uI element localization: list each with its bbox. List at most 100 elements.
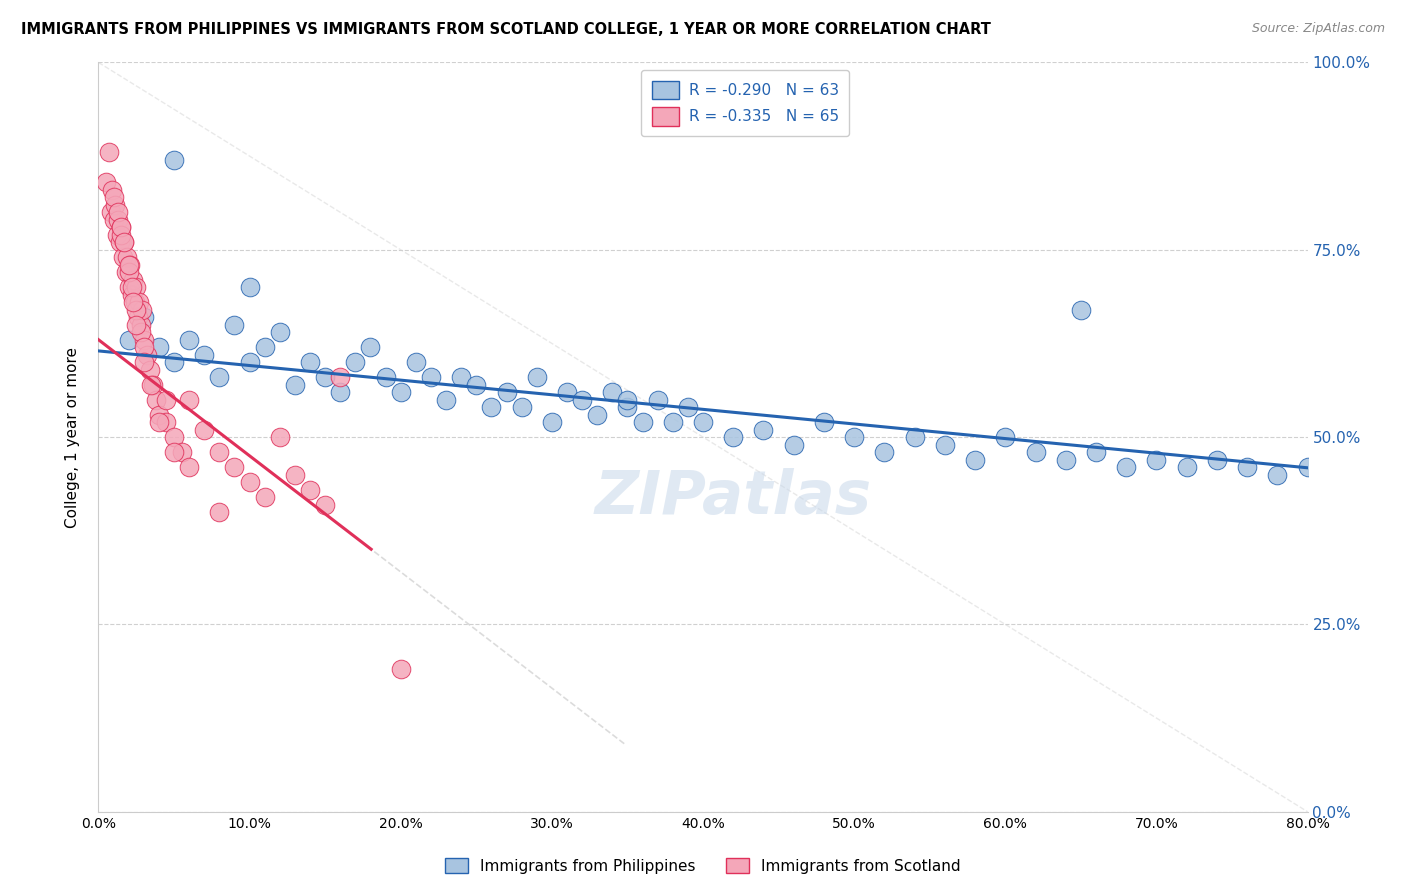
Point — [239, 355, 262, 369]
Point — [1296, 460, 1319, 475]
Point — [132, 340, 155, 354]
Point — [139, 362, 162, 376]
Point — [1054, 452, 1077, 467]
Point — [107, 212, 129, 227]
Point — [269, 430, 291, 444]
Point — [105, 227, 128, 242]
Point — [676, 400, 699, 414]
Point — [1206, 452, 1229, 467]
Point — [208, 445, 231, 459]
Point — [752, 423, 775, 437]
Point — [118, 333, 141, 347]
Point — [121, 280, 143, 294]
Point — [329, 385, 352, 400]
Point — [329, 370, 352, 384]
Point — [118, 280, 141, 294]
Point — [110, 220, 132, 235]
Point — [122, 295, 145, 310]
Point — [111, 250, 134, 264]
Point — [163, 355, 186, 369]
Point — [844, 430, 866, 444]
Point — [118, 265, 141, 279]
Point — [571, 392, 593, 407]
Point — [239, 280, 262, 294]
Point — [98, 145, 121, 160]
Point — [114, 265, 136, 279]
Point — [121, 287, 143, 301]
Point — [224, 460, 246, 475]
Point — [103, 190, 125, 204]
Point — [208, 370, 231, 384]
Point — [253, 340, 276, 354]
Point — [107, 205, 129, 219]
Point — [723, 430, 745, 444]
Point — [129, 325, 152, 339]
Point — [239, 475, 262, 489]
Point — [224, 318, 246, 332]
Point — [269, 325, 291, 339]
Point — [128, 295, 150, 310]
Point — [602, 385, 624, 400]
Point — [115, 250, 138, 264]
Point — [127, 310, 149, 325]
Point — [1236, 460, 1258, 475]
Point — [148, 415, 170, 429]
Point — [163, 430, 186, 444]
Point — [1175, 460, 1198, 475]
Point — [360, 340, 382, 354]
Point — [873, 445, 896, 459]
Point — [783, 437, 806, 451]
Point — [389, 385, 412, 400]
Point — [299, 355, 322, 369]
Point — [481, 400, 503, 414]
Point — [132, 310, 155, 325]
Point — [125, 318, 148, 332]
Point — [314, 498, 336, 512]
Point — [148, 340, 170, 354]
Point — [813, 415, 835, 429]
Point — [284, 377, 307, 392]
Point — [661, 415, 683, 429]
Point — [179, 392, 201, 407]
Point — [141, 377, 163, 392]
Point — [314, 370, 336, 384]
Point — [118, 258, 141, 272]
Point — [112, 235, 135, 250]
Point — [125, 280, 148, 294]
Point — [586, 408, 609, 422]
Point — [135, 348, 157, 362]
Point — [155, 415, 177, 429]
Point — [692, 415, 714, 429]
Point — [405, 355, 427, 369]
Point — [904, 430, 927, 444]
Point — [148, 408, 170, 422]
Text: IMMIGRANTS FROM PHILIPPINES VS IMMIGRANTS FROM SCOTLAND COLLEGE, 1 YEAR OR MORE : IMMIGRANTS FROM PHILIPPINES VS IMMIGRANT… — [21, 22, 991, 37]
Point — [1085, 445, 1108, 459]
Point — [1267, 467, 1289, 482]
Point — [110, 220, 132, 235]
Point — [1024, 445, 1046, 459]
Point — [125, 302, 148, 317]
Text: ZIPatlas: ZIPatlas — [595, 467, 872, 526]
Point — [163, 153, 186, 167]
Point — [145, 392, 167, 407]
Point — [208, 505, 231, 519]
Point — [540, 415, 562, 429]
Point — [112, 235, 135, 250]
Point — [510, 400, 533, 414]
Point — [420, 370, 443, 384]
Point — [101, 183, 124, 197]
Point — [104, 198, 127, 212]
Y-axis label: College, 1 year or more: College, 1 year or more — [65, 347, 80, 527]
Point — [122, 273, 145, 287]
Point — [616, 392, 638, 407]
Point — [179, 460, 201, 475]
Point — [179, 333, 201, 347]
Point — [555, 385, 578, 400]
Point — [132, 355, 155, 369]
Point — [465, 377, 488, 392]
Point — [1070, 302, 1092, 317]
Point — [120, 258, 142, 272]
Point — [108, 235, 131, 250]
Point — [131, 302, 153, 317]
